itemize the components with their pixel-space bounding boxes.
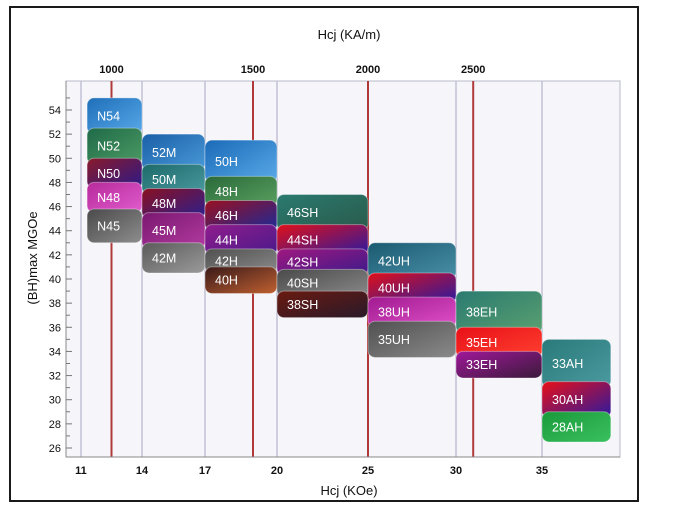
- grade-label: 48M: [152, 197, 176, 211]
- x-axis: 11 14 17 20 25 30 35: [66, 456, 620, 477]
- grade-block: 33EH: [455, 350, 543, 379]
- grade-block: 42M: [141, 242, 206, 274]
- grade-label: 35UH: [378, 333, 410, 347]
- grade-block: 33AH: [541, 338, 612, 389]
- grade-block: 30AH: [541, 381, 612, 419]
- y-axis: 26 28 30 32 34 36 38 40 42 44 46 48 50 52 54: [49, 81, 72, 457]
- grade-block: 35UH: [367, 320, 457, 358]
- grade-block: 28AH: [541, 411, 612, 443]
- y-tick-label: 34: [49, 346, 61, 358]
- x-tick-label: 17: [199, 465, 211, 477]
- grade-label: 50H: [215, 155, 238, 169]
- y-tick-label: 28: [49, 419, 61, 431]
- grade-block: 38SH: [276, 290, 369, 319]
- grade-label: 44SH: [287, 233, 318, 247]
- grade-block: 45M: [141, 212, 206, 250]
- grade-label: N52: [97, 140, 120, 154]
- y-tick-label: 48: [49, 177, 61, 189]
- grade-label: 38EH: [466, 306, 497, 320]
- x2-tick-label: 1500: [241, 64, 265, 76]
- grade-label: 42H: [215, 254, 238, 268]
- y-tick-label: 30: [49, 395, 61, 407]
- y-tick-label: 36: [49, 322, 61, 334]
- grade-block: N48: [86, 181, 143, 214]
- x-tick-label: 20: [271, 465, 283, 477]
- y-tick-label: 38: [49, 298, 61, 310]
- grade-label: 48H: [215, 185, 238, 199]
- grade-label: 46SH: [287, 206, 318, 220]
- grade-label: 45M: [152, 224, 176, 238]
- x-tick-label: 25: [362, 465, 374, 477]
- grade-block: 35EH: [455, 326, 543, 358]
- grade-block-rect: [541, 411, 612, 443]
- grade-label: 40H: [215, 274, 238, 288]
- grade-block: N54: [86, 97, 143, 135]
- y-tick-label: 32: [49, 371, 61, 383]
- grade-blocks: N54 N52 N50 N48 N45 52M 50M 48M 45M 42M 50H 48H 46H 4…: [86, 97, 612, 443]
- grade-label: 33AH: [552, 357, 583, 371]
- grade-label: 50M: [152, 173, 176, 187]
- grade-block: 38EH: [455, 290, 543, 334]
- x-tick-label: 30: [450, 465, 462, 477]
- y-tick-label: 50: [49, 153, 61, 165]
- grade-block: N45: [86, 208, 143, 244]
- y-tick-label: 52: [49, 129, 61, 141]
- grade-label: 44H: [215, 233, 238, 247]
- x-tick-label: 35: [536, 465, 548, 477]
- grade-label: 46H: [215, 209, 238, 223]
- grade-block: 48M: [141, 187, 206, 220]
- x2-tick-label: 1000: [99, 64, 123, 76]
- grade-label: 35EH: [466, 336, 497, 350]
- x2-tick-label: 2000: [356, 64, 380, 76]
- y-axis-title: (BH)max MGOe: [25, 211, 40, 304]
- grade-label: 38SH: [287, 298, 318, 312]
- y-tick-label: 44: [49, 226, 61, 238]
- grade-block: 44H: [204, 224, 278, 256]
- grade-label: 30AH: [552, 393, 583, 407]
- y-tick-label: 26: [49, 443, 61, 455]
- grade-label: 42SH: [287, 256, 318, 270]
- grade-block: 40H: [204, 266, 278, 294]
- x-axis-title: Hcj (KOe): [320, 483, 377, 498]
- y-tick-label: 46: [49, 202, 61, 214]
- grade-label: 42UH: [378, 254, 410, 268]
- x-tick-label: 11: [75, 465, 87, 477]
- grade-label: 38UH: [378, 306, 410, 320]
- chart-svg: 26 28 30 32 34 36 38 40 42 44 46 48 50 52 54 11 14 17 20 2…: [25, 27, 621, 498]
- grade-label: N50: [97, 167, 120, 181]
- y-tick-label: 42: [49, 250, 61, 262]
- grade-label: N54: [97, 110, 120, 124]
- grade-label: 52M: [152, 146, 176, 160]
- grade-label: 40SH: [287, 277, 318, 291]
- y-tick-label: 54: [49, 105, 61, 117]
- grade-label: N48: [97, 191, 120, 205]
- x2-axis-title: Hcj (KA/m): [318, 27, 381, 42]
- grade-label: 42M: [152, 251, 176, 265]
- grade-label: 28AH: [552, 420, 583, 434]
- y-tick-label: 40: [49, 274, 61, 286]
- x-tick-label: 14: [136, 465, 149, 477]
- x2-axis: 1000 1500 2000 2500: [99, 64, 485, 76]
- grade-block: 46SH: [276, 194, 369, 232]
- grade-block: 38UH: [367, 296, 457, 328]
- grade-label: N45: [97, 219, 120, 233]
- grade-block: 50H: [204, 139, 278, 183]
- chart-frame: 26 28 30 32 34 36 38 40 42 44 46 48 50 52 54 11 14 17 20 2…: [9, 6, 639, 502]
- x2-tick-label: 2500: [461, 64, 485, 76]
- grade-label: 33EH: [466, 358, 497, 372]
- grade-block: 46H: [204, 200, 278, 232]
- grade-label: 40UH: [378, 282, 410, 296]
